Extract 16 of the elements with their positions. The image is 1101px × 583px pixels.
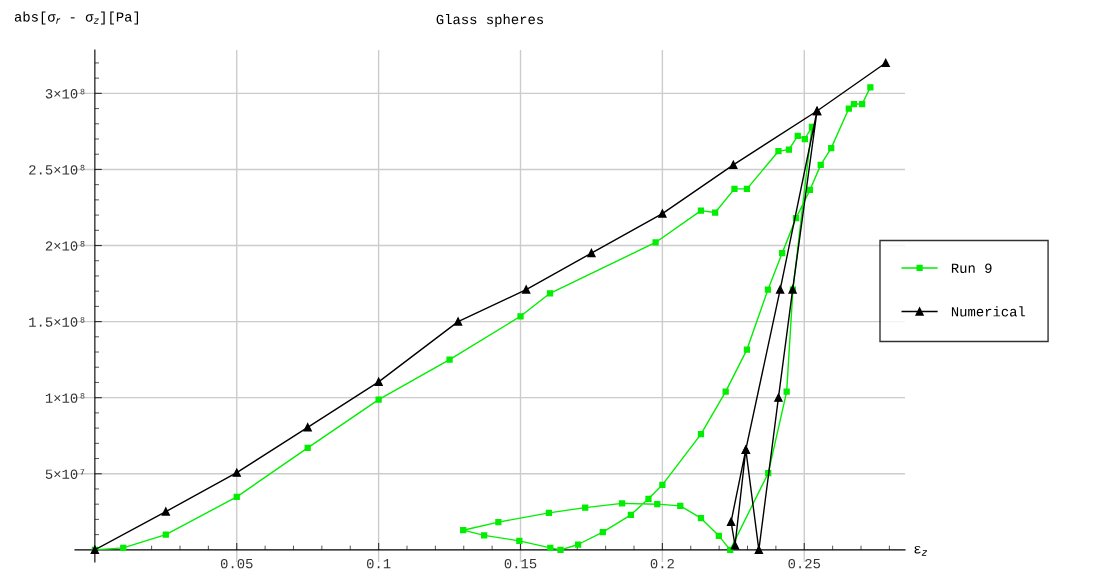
y-tick-label: 5×10⁷ (45, 469, 85, 479)
legend-label: Numerical (951, 306, 1026, 317)
y-tick-label: 2×10⁸ (45, 240, 85, 251)
y-tick-label: 1.5×10⁸ (29, 317, 85, 327)
x-tick-label: 0.2 (650, 558, 674, 569)
y-tick-label: 2.5×10⁸ (29, 164, 85, 175)
y-axis-title: abs[σ$_{r}$ - σ$_{z}$][Pa] (14, 11, 139, 25)
chart-title: Glass spheres (436, 14, 544, 27)
x-axis-title: ε$_{z}$ (914, 545, 928, 556)
x-tick-label: 0.25 (788, 558, 821, 569)
y-tick-label: 3×10⁸ (45, 88, 85, 99)
x-tick-label: 0.1 (366, 558, 391, 569)
x-tick-label: 0.05 (220, 558, 253, 569)
y-tick-label: 1×10⁸ (45, 393, 85, 403)
x-tick-label: 0.15 (504, 558, 537, 569)
legend-label: Run 9 (951, 263, 992, 273)
